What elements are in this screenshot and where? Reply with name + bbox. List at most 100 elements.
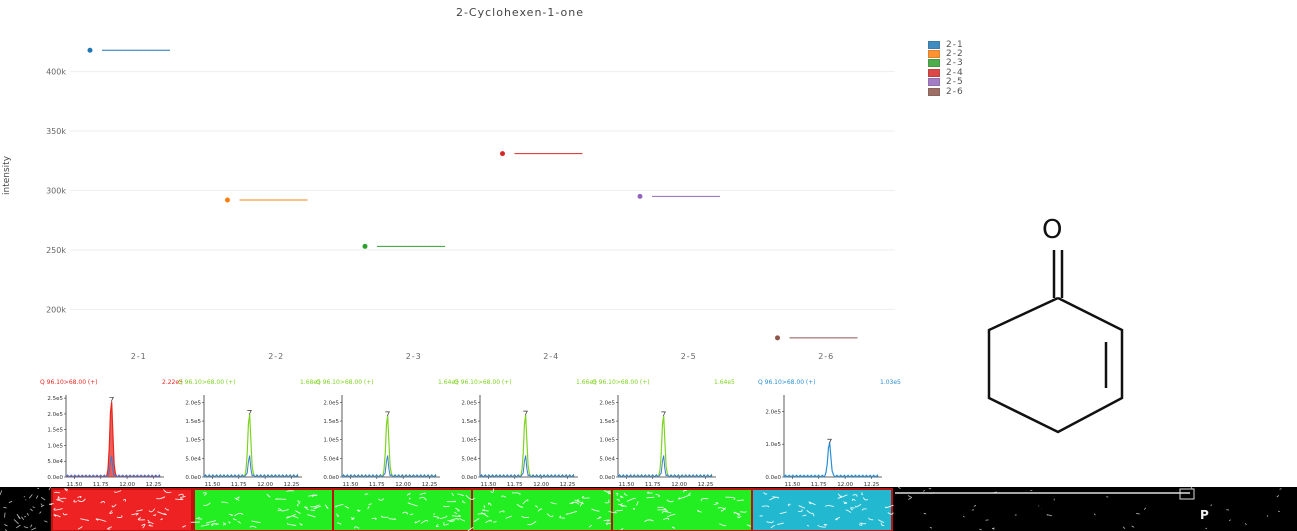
x-tick-label: 2-1 — [131, 352, 147, 361]
y-tick-label: 300k — [46, 186, 66, 195]
legend-item[interactable]: 2-6 — [928, 86, 964, 97]
y-tick-label: 1.5e5 — [47, 428, 63, 434]
x-tick-label: 12.00 — [395, 482, 411, 488]
x-tick-label: 2-2 — [268, 352, 284, 361]
qual-trace — [479, 455, 575, 477]
data-point — [775, 335, 780, 341]
x-tick-label: 2-4 — [543, 352, 559, 361]
y-tick-label: 0.0e0 — [599, 475, 615, 481]
x-tick-label: 11.75 — [369, 482, 385, 488]
legend-label: 2-1 — [946, 39, 964, 50]
transition-label: Q 96.10>68.00 (+) — [40, 379, 98, 386]
peak-marker — [247, 410, 252, 415]
legend-swatch — [928, 78, 940, 87]
qual-trace — [617, 455, 713, 477]
transition-label: Q 96.10>68.00 (+) — [758, 379, 816, 386]
y-tick-label: 1.0e5 — [599, 438, 615, 444]
max-intensity-label: 1.68e5 — [300, 379, 321, 386]
texture — [190, 490, 329, 528]
strip-corner-label: P — [1200, 508, 1209, 522]
transition-label: Q 96.10>68.00 (+) — [178, 379, 236, 386]
x-tick-label: 11.50 — [785, 482, 801, 488]
x-tick-label: 11.75 — [231, 482, 247, 488]
legend-item[interactable]: 2-1 — [928, 39, 964, 50]
peak-marker — [109, 396, 114, 402]
x-tick-label: 11.75 — [93, 482, 109, 488]
legend-label: 2-6 — [946, 86, 964, 97]
chart-title: 2-Cyclohexen-1-one — [455, 6, 585, 19]
x-tick-label: 12.25 — [864, 482, 880, 488]
peak-marker — [661, 411, 666, 417]
intensity-chart: 200k 250k 300k 350k 400k 2-1 2-2 2-3 2-4 2-5 2-6 — [46, 47, 895, 361]
legend-item[interactable]: 2-5 — [928, 77, 964, 88]
data-point — [225, 197, 230, 203]
y-tick-label: 0.0e0 — [47, 475, 63, 481]
data-point — [362, 243, 368, 249]
x-tick-label: 12.25 — [422, 482, 438, 488]
y-tick-label: 5.0e4 — [47, 459, 63, 465]
y-tick-label: 250k — [46, 246, 66, 255]
oxygen-atom-label: O — [1042, 215, 1063, 245]
transition-label: Q 96.10>68.00 (+) — [592, 379, 650, 386]
max-intensity-label: 1.03e5 — [880, 379, 901, 386]
chromatogram-plot: 0.0e0 5.0e4 1.0e5 1.5e5 2.0e5 11.50 11.75 12.00… — [599, 395, 716, 488]
x-tick-label: 12.25 — [560, 482, 576, 488]
x-tick-label: 11.50 — [343, 482, 359, 488]
y-tick-label: 2.0e5 — [323, 400, 339, 406]
legend-item[interactable]: 2-4 — [928, 67, 964, 78]
y-tick-label: 0.0e0 — [185, 475, 201, 481]
transition-label: Q 96.10>68.00 (+) — [454, 379, 512, 386]
x-tick-label: 11.50 — [205, 482, 221, 488]
data-point — [87, 47, 93, 53]
y-tick-label: 1.0e5 — [185, 438, 201, 444]
x-tick-label: 11.75 — [507, 482, 523, 488]
y-tick-label: 5.0e4 — [599, 456, 615, 462]
x-tick-label: 11.50 — [619, 482, 635, 488]
y-tick-label: 1.0e5 — [461, 438, 477, 444]
x-tick-label: 11.50 — [67, 482, 83, 488]
quant-trace — [783, 442, 879, 478]
y-tick-label: 2.0e5 — [765, 409, 781, 415]
y-tick-label: 2.0e5 — [599, 400, 615, 406]
y-tick-label: 5.0e4 — [185, 456, 201, 462]
transition-label: Q 96.10>68.00 (+) — [316, 379, 374, 386]
x-tick-label: 12.00 — [837, 482, 853, 488]
y-tick-label: 1.5e5 — [323, 419, 339, 425]
texture — [608, 490, 752, 530]
x-tick-label: 12.25 — [698, 482, 714, 488]
x-tick-label: 12.00 — [533, 482, 549, 488]
x-tick-label: 12.25 — [146, 482, 162, 488]
data-point — [637, 193, 643, 199]
legend-item[interactable]: 2-2 — [928, 49, 964, 59]
chromatogram-plot: 0.0e0 5.0e4 1.0e5 1.5e5 2.0e5 11.50 11.75 12.00… — [461, 395, 578, 488]
x-tick-label: 12.00 — [671, 482, 687, 488]
peak-marker — [385, 411, 390, 417]
max-intensity-label: 1.64e5 — [714, 379, 735, 386]
y-tick-label: 1.0e5 — [323, 438, 339, 444]
x-tick-label: 11.75 — [811, 482, 827, 488]
legend-label: 2-4 — [946, 67, 964, 78]
y-tick-label: 1.5e5 — [185, 419, 201, 425]
x-tick-label: 12.00 — [257, 482, 273, 488]
data-point — [500, 151, 505, 157]
x-tick-label: 12.25 — [284, 482, 300, 488]
molecule-structure — [987, 250, 1124, 434]
y-tick-label: 1.5e5 — [461, 419, 477, 425]
x-tick-label: 11.50 — [481, 482, 497, 488]
legend-item[interactable]: 2-3 — [928, 58, 964, 68]
legend-swatch — [928, 50, 940, 59]
chromatogram-plot: 0.0e0 5.0e4 1.0e5 1.5e5 2.0e5 11.50 11.75 12.00… — [185, 395, 302, 488]
sample-cell — [611, 488, 753, 531]
y-tick-label: 0.0e0 — [765, 475, 781, 481]
y-tick-label: 2.0e5 — [185, 400, 201, 406]
y-tick-label: 0.0e0 — [461, 475, 477, 481]
x-tick-label: 2-3 — [406, 352, 422, 361]
legend-label: 2-5 — [946, 77, 964, 88]
sample-cell — [471, 488, 613, 531]
y-tick-label: 5.0e4 — [323, 456, 339, 462]
texture — [759, 492, 894, 529]
sample-image-strip: P — [0, 487, 1297, 531]
chromatogram-plot: 0.0e0 5.0e4 1.0e5 1.5e5 2.0e5 2.5e5 11.50 11.75… — [47, 395, 164, 488]
y-tick-label: 2.5e5 — [47, 396, 63, 402]
chromatogram-plot: 0.0e0 5.0e4 1.0e5 1.5e5 2.0e5 11.50 11.75 12.00… — [323, 395, 440, 488]
